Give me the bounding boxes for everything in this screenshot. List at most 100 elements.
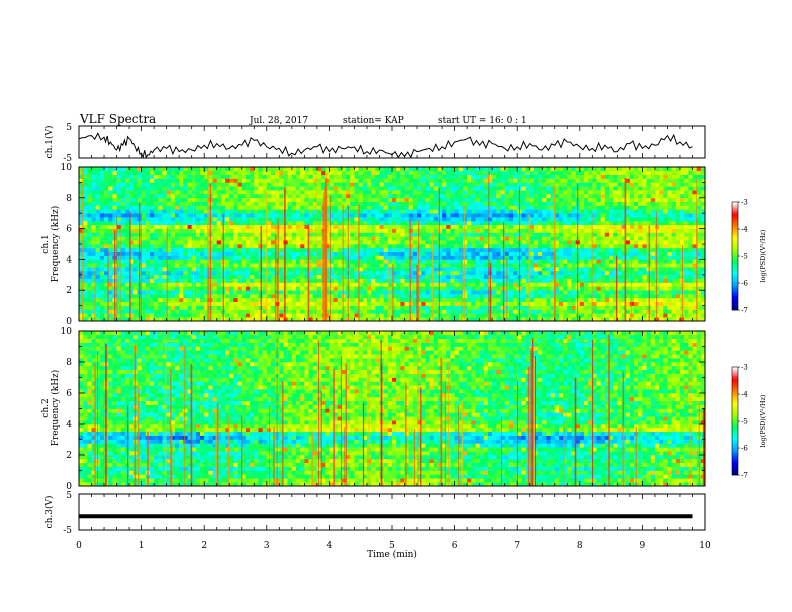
spectrogram-cell [675,305,681,310]
spectrogram-cell [337,317,343,322]
spectrogram-cell [371,244,376,249]
spectrogram-cell [442,228,447,233]
spectrogram-cell [433,270,439,276]
spectrogram-cell [83,247,88,252]
spectrogram-cell [341,251,347,256]
spectrogram-cell [650,278,656,283]
spectrogram-cell [546,301,551,306]
spectrogram-cell [366,278,372,283]
spectrogram-cell [312,220,318,226]
spectrogram-cell [95,240,101,245]
spectrogram-cell [571,247,576,252]
spectrogram-cell [158,197,163,202]
spectrogram-cell [429,278,435,283]
spectrogram-cell [200,247,205,252]
spectrogram-cell [692,309,697,314]
ch1-xticks [78,126,706,158]
spectrogram-cell [550,274,556,279]
spectrogram-cell [396,224,401,229]
spectrogram-cell [513,297,518,303]
spectrogram-cell [233,197,238,202]
spectrogram-cell [270,232,276,237]
spectrogram-cell [79,217,84,222]
spectrogram-cell [467,305,472,310]
spectrogram-cell [638,240,643,245]
spectrogram-cell [341,297,347,303]
spectrogram-cell [200,244,205,249]
spectrogram-cell [554,255,560,260]
spectrogram-cell [467,217,472,222]
spectrogram-cell [663,309,668,314]
spectrogram-cell [684,236,689,241]
spectrogram-cell [296,232,301,237]
ch1-ytick-bottom: -5 [63,154,72,164]
spectrogram-cell [542,236,547,241]
spectrogram-cell [642,255,647,260]
spectrogram-cell [270,297,276,303]
spectrogram-cell [417,232,422,237]
spectrogram-cell [458,270,464,276]
spectrogram-cell [95,259,101,264]
spectrogram-cell [174,263,180,268]
spectrogram-cell [688,301,693,306]
spectrogram-cell [492,290,497,295]
spectrogram-cell [634,294,639,299]
spectrogram-cell [283,205,288,210]
spectrogram-cell [95,193,101,199]
spectrogram-cell [563,247,568,252]
spectrogram-cell [225,240,230,245]
spectrogram-cell [546,313,551,318]
spectrogram-cell [429,240,435,245]
spectrogram-cell [225,193,230,199]
spectrogram-cell [617,201,622,206]
spectrogram-cell [179,313,184,318]
spectrogram-cell [613,282,618,287]
spectrogram-cell [83,244,88,249]
spectrogram-cell [216,297,222,303]
spectrogram-cell [600,232,606,237]
spectrogram-cell [500,301,505,306]
spectrogram-cell [688,232,693,237]
spectrogram-cell [304,247,309,252]
spectrogram-cell [467,294,472,299]
spectrogram-cell [550,251,556,256]
spectrogram-cell [366,317,372,322]
spectrogram-cell [296,217,301,222]
spectrogram-cell [358,274,364,279]
spectrogram-cell [275,247,280,252]
spectrogram-cell [187,317,192,322]
spectrogram-cell [638,309,643,314]
spectrogram-cell [333,282,339,287]
spectrogram-cell [87,251,92,256]
spectrogram-cell [371,224,376,229]
spectrogram-cell [116,228,122,233]
spectrogram-cell [79,193,84,199]
spectrogram-cell [617,220,622,226]
spectrogram-cell [233,297,238,303]
spectrogram-cell [421,197,426,202]
spectrogram-cell [533,220,539,226]
spectrogram-cell [279,305,284,310]
spectrogram-cell [650,205,656,210]
spectrogram-cell [104,220,109,226]
spectrogram-cell [554,247,560,252]
spectrogram-cell [458,255,464,260]
spectrogram-cell [366,228,372,233]
spectrogram-cell [479,217,485,222]
spectrogram-cell [700,220,706,226]
spectrogram-cell [563,286,568,291]
spectrogram-cell [283,301,288,306]
spectrogram-cell [245,274,251,279]
spectrogram-cell [179,297,184,303]
spectrogram-cell [212,290,218,295]
spectrogram-cell [204,286,209,291]
spectrogram-cell [308,309,313,314]
spectrogram-cell [241,232,247,237]
spectrogram-cell [312,317,318,322]
spectrogram-cell [358,255,364,260]
spectrogram-cell [104,228,109,233]
spectrogram-cell [492,294,497,299]
spectrogram-cell [408,255,414,260]
spectrogram-cell [529,220,535,226]
spectrogram-cell [174,247,180,252]
